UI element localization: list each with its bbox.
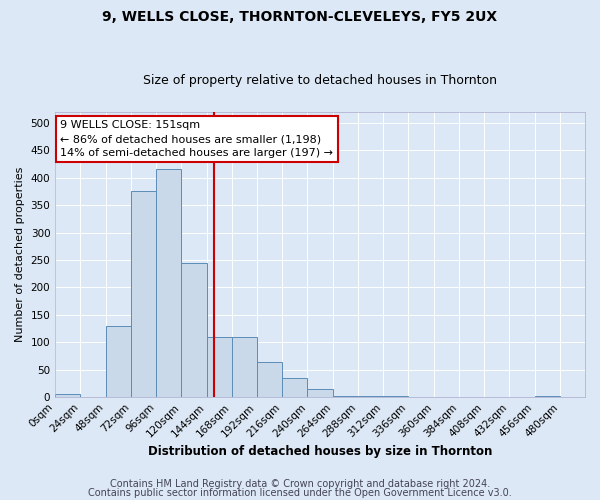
Bar xyxy=(181,262,206,397)
Text: 9, WELLS CLOSE, THORNTON-CLEVELEYS, FY5 2UX: 9, WELLS CLOSE, THORNTON-CLEVELEYS, FY5 … xyxy=(103,10,497,24)
Text: Contains HM Land Registry data © Crown copyright and database right 2024.: Contains HM Land Registry data © Crown c… xyxy=(110,479,490,489)
Bar xyxy=(535,396,560,397)
Text: Contains public sector information licensed under the Open Government Licence v3: Contains public sector information licen… xyxy=(88,488,512,498)
Bar xyxy=(55,394,80,397)
Y-axis label: Number of detached properties: Number of detached properties xyxy=(15,167,25,342)
Bar xyxy=(131,192,156,397)
Bar xyxy=(257,362,282,397)
Bar xyxy=(282,378,307,397)
Bar xyxy=(156,170,181,397)
X-axis label: Distribution of detached houses by size in Thornton: Distribution of detached houses by size … xyxy=(148,444,492,458)
Bar xyxy=(307,389,332,397)
Bar xyxy=(106,326,131,397)
Bar xyxy=(383,396,409,397)
Title: Size of property relative to detached houses in Thornton: Size of property relative to detached ho… xyxy=(143,74,497,87)
Bar xyxy=(332,396,358,397)
Bar xyxy=(206,337,232,397)
Bar xyxy=(232,337,257,397)
Text: 9 WELLS CLOSE: 151sqm
← 86% of detached houses are smaller (1,198)
14% of semi-d: 9 WELLS CLOSE: 151sqm ← 86% of detached … xyxy=(61,120,334,158)
Bar xyxy=(358,396,383,397)
